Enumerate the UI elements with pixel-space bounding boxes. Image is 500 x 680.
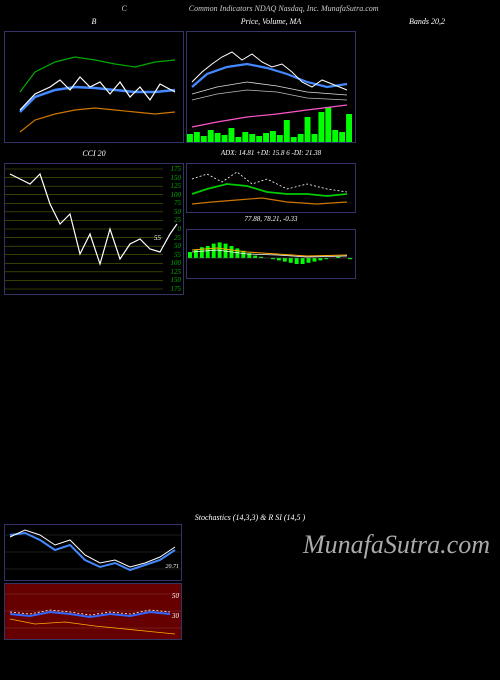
page-header: C Common Indicators NDAQ Nasdaq, Inc. Mu… bbox=[0, 0, 500, 17]
cci-ylabel: 125 bbox=[171, 268, 182, 276]
stoch-annot: 20.71 bbox=[166, 564, 180, 570]
header-prefix: C bbox=[121, 4, 126, 13]
header-title: Common Indicators NDAQ Nasdaq, Inc. Muna… bbox=[189, 4, 379, 13]
cci-ylabel: 175 bbox=[171, 165, 182, 173]
macd-chart bbox=[186, 229, 356, 279]
top-grid: B Price, Volume, MA Bands 20,2 bbox=[0, 17, 500, 145]
cci-ylabel: 50 bbox=[174, 208, 181, 216]
mid-row: CCI 20 175150125100755025025505510012515… bbox=[0, 149, 500, 295]
bands-title: Bands 20,2 bbox=[358, 17, 496, 29]
cci-ylabel: 0 bbox=[178, 225, 182, 233]
panel-price: Price, Volume, MA bbox=[186, 17, 356, 143]
cci-ylabel: 50 bbox=[174, 242, 181, 250]
cci-ylabel: 150 bbox=[171, 276, 182, 284]
cci-ylabel: 55 bbox=[174, 251, 181, 259]
cci-ylabel: 125 bbox=[171, 182, 182, 190]
adx-title: ADX: 14.81 +DI: 15.8 6 -DI: 21.38 bbox=[186, 149, 356, 161]
stoch-label-30: 30 bbox=[172, 612, 179, 620]
bb-chart bbox=[4, 31, 184, 143]
cci-ylabel: 25 bbox=[174, 234, 181, 242]
adx-chart bbox=[186, 163, 356, 213]
cci-chart: 1751501251007550250255055100125150175 55 bbox=[4, 163, 184, 295]
stoch-header: Stochastics (14,3,3) & R SI (14,5 ) bbox=[4, 513, 496, 522]
panel-cci: CCI 20 175150125100755025025505510012515… bbox=[4, 149, 184, 295]
price-title: Price, Volume, MA bbox=[186, 17, 356, 29]
panel-bb: B bbox=[4, 17, 184, 143]
macd-title: 77.88, 78.21, -0.33 bbox=[186, 215, 356, 227]
cci-ylabel: 150 bbox=[171, 174, 182, 182]
cci-ylabel: 25 bbox=[174, 216, 181, 224]
price-chart bbox=[186, 31, 356, 143]
cci-ylabel: 75 bbox=[174, 199, 181, 207]
cci-ylabel: 100 bbox=[171, 191, 182, 199]
panel-adx-macd: ADX: 14.81 +DI: 15.8 6 -DI: 21.38 77.88,… bbox=[186, 149, 356, 295]
stoch-section: Stochastics (14,3,3) & R SI (14,5 ) 20.7… bbox=[4, 513, 496, 640]
stoch-top-chart: 20.71 bbox=[4, 524, 182, 581]
cci-ylabel: 100 bbox=[171, 259, 182, 267]
cci-annot: 55 bbox=[154, 234, 161, 242]
bb-title: B bbox=[4, 17, 184, 29]
stoch-label-50: 50 bbox=[172, 592, 179, 600]
stoch-bottom-chart: 50 30 bbox=[4, 583, 182, 640]
cci-title: CCI 20 bbox=[4, 149, 184, 161]
panel-bands: Bands 20,2 bbox=[358, 17, 496, 143]
cci-ylabel: 175 bbox=[171, 285, 182, 293]
